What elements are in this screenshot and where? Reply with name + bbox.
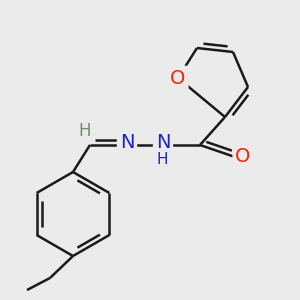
Text: H: H: [156, 152, 168, 166]
Text: N: N: [156, 134, 170, 152]
Text: N: N: [120, 134, 134, 152]
Text: O: O: [235, 148, 251, 166]
Text: H: H: [79, 122, 91, 140]
Text: O: O: [170, 68, 186, 88]
